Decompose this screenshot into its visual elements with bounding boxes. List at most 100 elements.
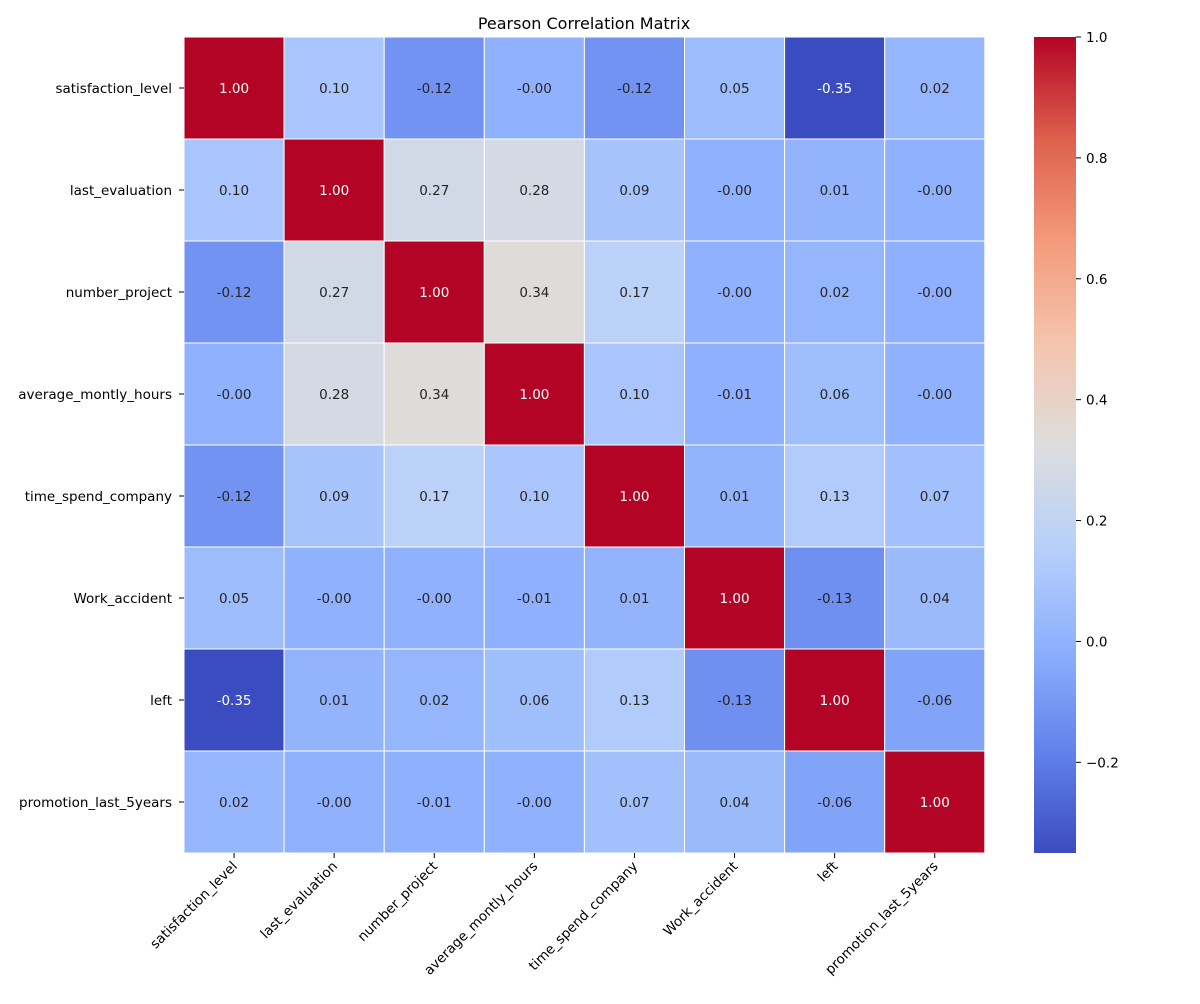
heatmap-cell: [684, 546, 786, 650]
cell-value-label: 0.05: [720, 81, 750, 97]
y-tick-label: satisfaction_level: [55, 81, 172, 97]
heatmap-cells: [183, 36, 986, 854]
chart-title: Pearson Correlation Matrix: [478, 14, 690, 33]
cell-value-label: -0.00: [717, 285, 752, 301]
y-tick-label: left: [150, 693, 172, 709]
cell-value-label: 0.02: [419, 693, 449, 709]
heatmap-cell: [784, 342, 886, 446]
cell-value-label: -0.00: [317, 795, 352, 811]
cell-value-label: 0.17: [619, 285, 649, 301]
heatmap-cell: [283, 546, 385, 650]
heatmap-cell: [684, 648, 786, 752]
heatmap-cell: [884, 240, 986, 344]
heatmap-cell: [283, 648, 385, 752]
cell-value-label: -0.00: [317, 591, 352, 607]
cell-value-label: 1.00: [519, 387, 549, 403]
colorbar-tick-label: 1.0: [1086, 30, 1107, 46]
colorbar-tick-label: 0.4: [1086, 393, 1107, 409]
colorbar-gradient: [1034, 37, 1076, 853]
heatmap-cell: [684, 750, 786, 854]
heatmap-cell: [583, 444, 686, 548]
heatmap-cell: [283, 240, 385, 344]
heatmap-cell: [183, 648, 285, 752]
cell-value-label: -0.00: [917, 183, 952, 199]
cell-value-label: 0.27: [319, 285, 349, 301]
heatmap-cell: [684, 240, 786, 344]
heatmap-cell: [583, 240, 686, 344]
heatmap-cell: [283, 138, 385, 242]
cell-value-label: 0.34: [519, 285, 549, 301]
cell-value-label: 0.06: [820, 387, 850, 403]
cell-value-label: -0.00: [717, 183, 752, 199]
cell-value-label: 1.00: [920, 795, 950, 811]
heatmap-cell: [583, 648, 686, 752]
heatmap-cell: [684, 444, 786, 548]
cell-value-label: 0.28: [319, 387, 349, 403]
heatmap-cell: [884, 138, 986, 242]
cell-value-label: 0.01: [720, 489, 750, 505]
heatmap-cell: [483, 342, 585, 446]
heatmap-cell: [483, 444, 585, 548]
heatmap-cell: [784, 546, 886, 650]
y-tick-label: number_project: [66, 285, 172, 301]
cell-value-label: 1.00: [619, 489, 649, 505]
heatmap-cell: [583, 138, 686, 242]
colorbar-tick-label: 0.0: [1086, 634, 1107, 650]
cell-value-label: -0.12: [417, 81, 452, 97]
heatmap-cell: [383, 36, 485, 140]
cell-value-label: -0.12: [217, 285, 252, 301]
cell-value-label: -0.06: [817, 795, 852, 811]
colorbar: −0.2 0.0 0.2 0.4 0.6 0.8 1.0: [1034, 30, 1119, 853]
cell-value-label: -0.01: [717, 387, 752, 403]
cell-value-label: 0.27: [419, 183, 449, 199]
cell-value-label: -0.00: [517, 795, 552, 811]
heatmap-cell: [383, 648, 485, 752]
x-axis: satisfaction_level last_evaluation number_…: [147, 853, 942, 979]
cell-value-label: 0.10: [319, 81, 349, 97]
cell-value-label: 0.10: [619, 387, 649, 403]
x-tick-label: left: [815, 859, 842, 886]
y-tick-label: last_evaluation: [70, 183, 172, 199]
colorbar-tick-label: 0.2: [1086, 514, 1107, 530]
y-tick-label: promotion_last_5years: [19, 795, 172, 811]
heatmap-cell: [884, 750, 986, 854]
cell-value-label: 0.02: [219, 795, 249, 811]
cell-value-label: 0.07: [920, 489, 950, 505]
cell-value-label: -0.35: [817, 81, 852, 97]
cell-value-label: 0.09: [619, 183, 649, 199]
cell-value-label: 1.00: [720, 591, 750, 607]
heatmap-cell: [583, 342, 686, 446]
heatmap-cell: [183, 342, 285, 446]
cell-value-label: 0.10: [519, 489, 549, 505]
x-tick-label: number_project: [355, 859, 441, 945]
heatmap-cell: [684, 138, 786, 242]
cell-value-label: 0.17: [419, 489, 449, 505]
cell-value-label: -0.12: [617, 81, 652, 97]
x-tick-label: last_evaluation: [257, 859, 341, 943]
cell-value-label: 0.04: [720, 795, 750, 811]
cell-value-label: 0.34: [419, 387, 449, 403]
cell-value-label: -0.00: [517, 81, 552, 97]
heatmap-cell: [884, 444, 986, 548]
cell-value-label: 0.04: [920, 591, 950, 607]
cell-value-label: 0.02: [820, 285, 850, 301]
cell-value-label: 0.10: [219, 183, 249, 199]
cell-value-label: 0.05: [219, 591, 249, 607]
y-tick-label: Work_accident: [73, 591, 172, 607]
heatmap-cell: [684, 36, 786, 140]
heatmap-cell: [884, 36, 986, 140]
heatmap-cell: [784, 648, 886, 752]
heatmap-cell: [884, 546, 986, 650]
cell-value-label: -0.06: [917, 693, 952, 709]
heatmap-cell: [283, 36, 385, 140]
colorbar-tick-label: 0.6: [1086, 272, 1107, 288]
cell-value-label: 0.01: [619, 591, 649, 607]
x-tick-label: average_montly_hours: [421, 859, 541, 979]
heatmap-annotations: 1.00 0.10 -0.12 -0.00 -0.12 0.05 -0.35 0.02 0.10…: [217, 81, 953, 811]
cell-value-label: -0.00: [217, 387, 252, 403]
cell-value-label: 0.13: [619, 693, 649, 709]
colorbar-tick-label: 0.8: [1086, 151, 1107, 167]
cell-value-label: 1.00: [219, 81, 249, 97]
cell-value-label: -0.12: [217, 489, 252, 505]
